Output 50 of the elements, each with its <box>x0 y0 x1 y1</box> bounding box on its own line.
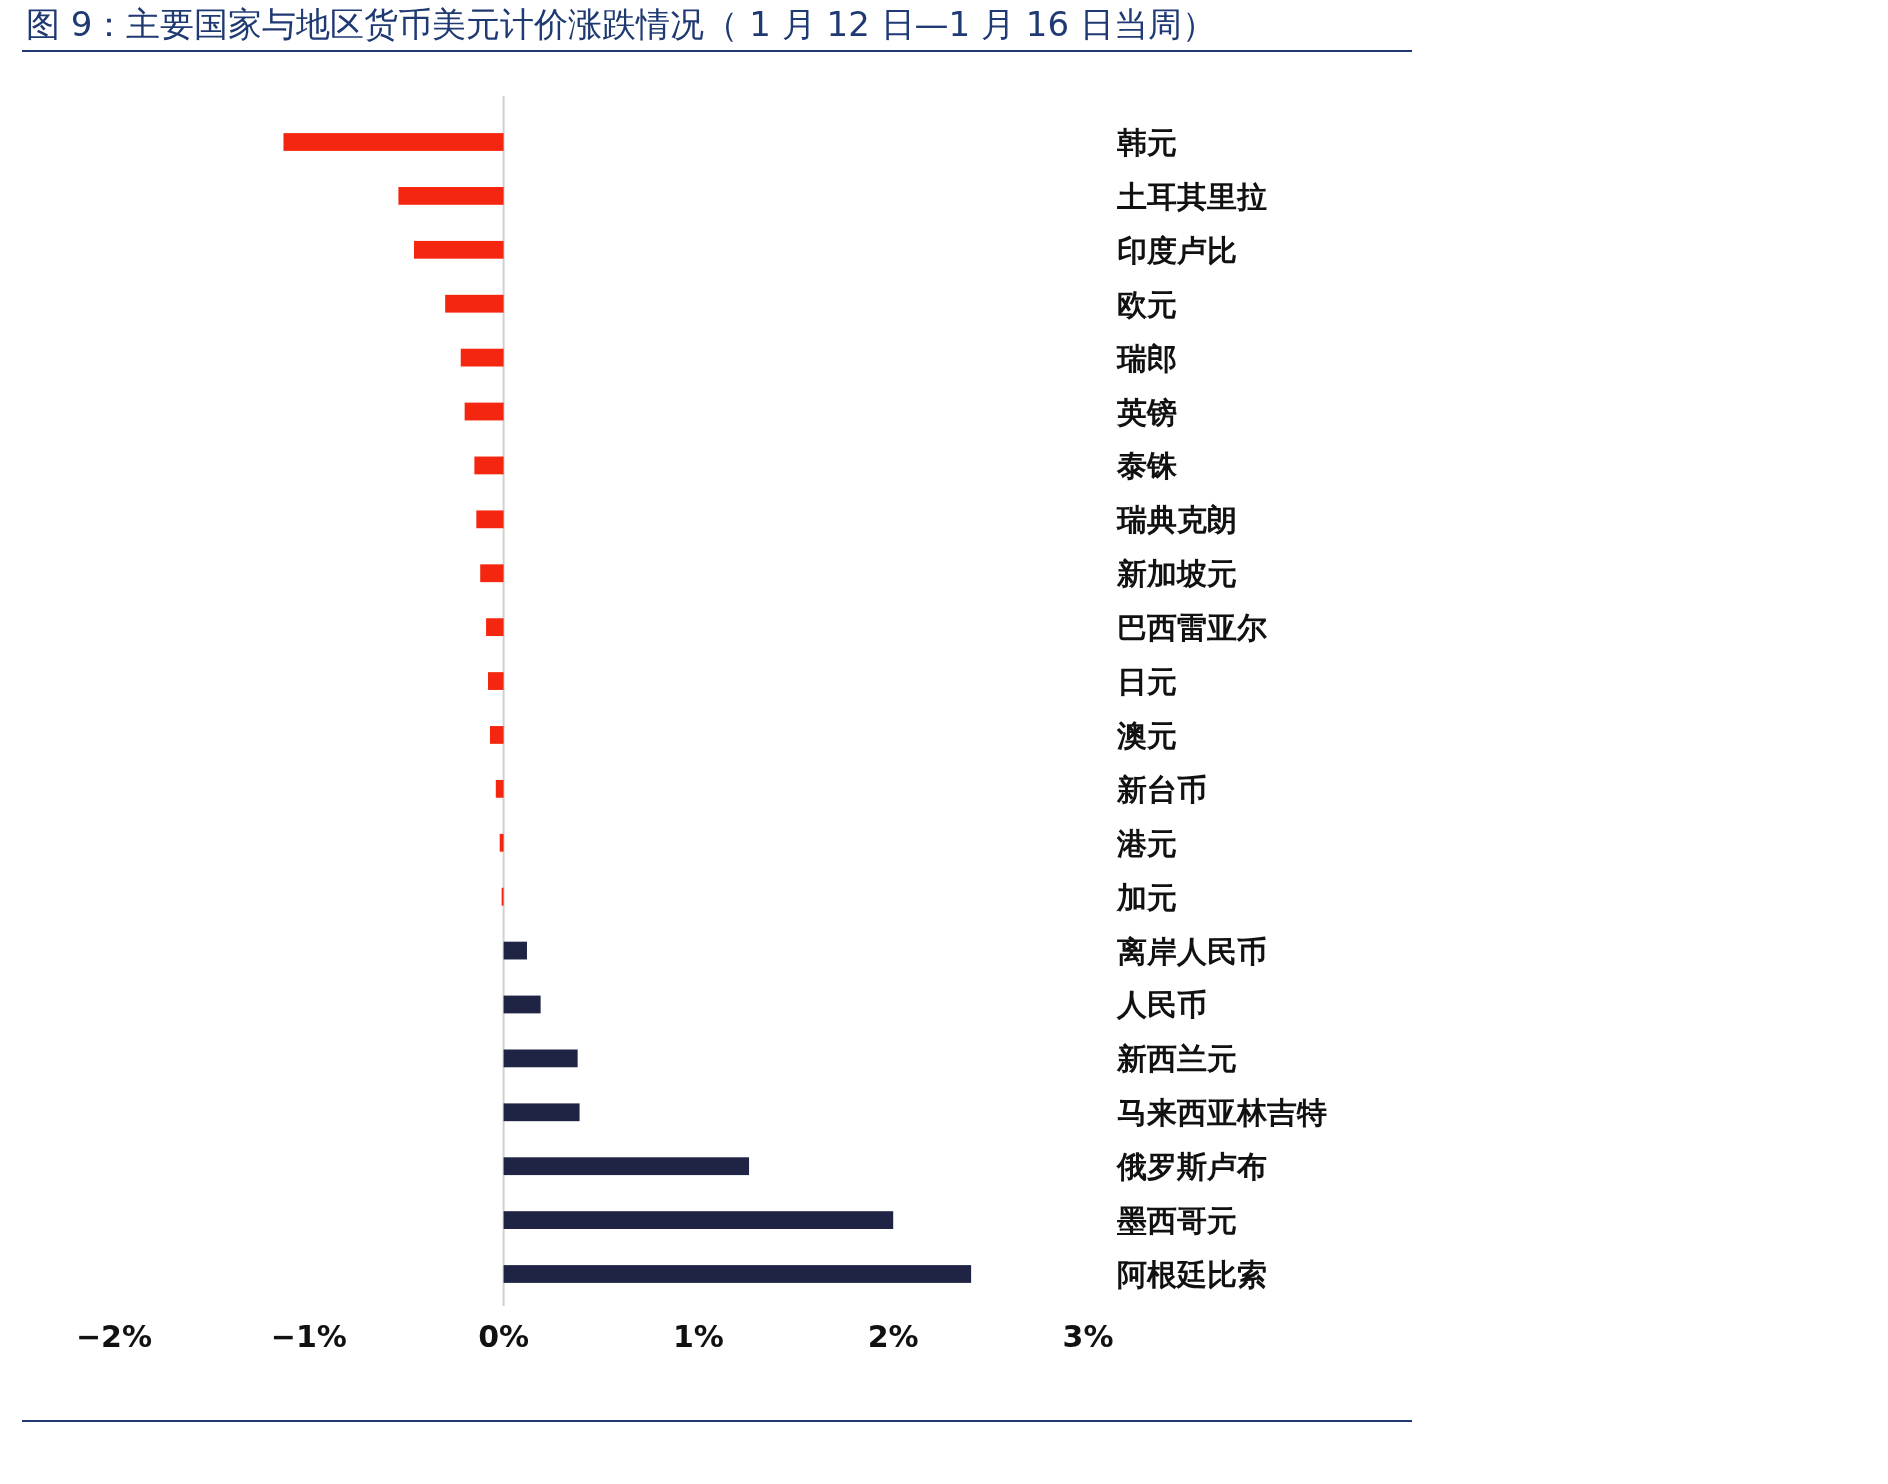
bar <box>474 456 504 475</box>
bar <box>503 1157 750 1176</box>
y-tick-label: 新西兰元 <box>1116 1041 1237 1077</box>
y-tick-label: 欧元 <box>1117 286 1177 322</box>
y-tick-label: 韩元 <box>1116 125 1177 160</box>
y-tick-label: 泰铢 <box>1116 448 1178 484</box>
y-tick-label: 澳元 <box>1116 717 1177 753</box>
y-tick-label: 瑞郎 <box>1116 340 1177 376</box>
x-tick-label: 0% <box>478 1319 530 1354</box>
bar <box>503 941 527 960</box>
bar <box>476 510 504 529</box>
y-tick-label: 加元 <box>1116 879 1177 915</box>
chart-title: 图 9：主要国家与地区货币美元计价涨跌情况（ 1 月 12 日—1 月 16 日当周） <box>26 4 1216 44</box>
y-tick-label: 离岸人民币 <box>1117 933 1267 969</box>
y-tick-label: 阿根廷比索 <box>1117 1257 1267 1292</box>
y-tick-label: 土耳其里拉 <box>1116 178 1267 214</box>
bar <box>486 618 504 637</box>
y-tick-label: 巴西雷亚尔 <box>1117 610 1267 646</box>
y-tick-label: 港元 <box>1116 825 1177 861</box>
x-tick-label: 3% <box>1062 1319 1114 1354</box>
y-tick-label: 日元 <box>1117 664 1177 700</box>
bar <box>503 1265 972 1283</box>
y-tick-label: 印度卢比 <box>1117 232 1237 268</box>
y-tick-label: 新台币 <box>1116 771 1207 807</box>
bar <box>398 187 504 205</box>
bar <box>503 1049 578 1068</box>
y-tick-label: 瑞典克朗 <box>1116 502 1237 538</box>
bar <box>489 726 504 744</box>
y-tick-label: 马来西亚林吉特 <box>1117 1095 1327 1131</box>
y-tick-label: 墨西哥元 <box>1116 1203 1237 1239</box>
y-tick-label: 俄罗斯卢布 <box>1116 1149 1267 1185</box>
y-tick-label: 人民币 <box>1116 987 1207 1023</box>
bar <box>488 672 504 690</box>
bar <box>283 133 504 151</box>
x-tick-label: 1% <box>672 1319 724 1354</box>
bar <box>460 348 504 367</box>
bar <box>495 779 504 798</box>
bar <box>503 1103 580 1122</box>
bar <box>445 294 504 313</box>
bar <box>464 402 504 421</box>
y-tick-label: 新加坡元 <box>1116 556 1237 592</box>
y-tick-label: 英镑 <box>1116 394 1177 430</box>
bar <box>480 564 504 583</box>
bar <box>503 995 541 1014</box>
bar <box>413 240 504 259</box>
x-tick-label: 2% <box>867 1319 919 1354</box>
bar <box>499 833 504 852</box>
x-tick-label: −1% <box>270 1319 347 1354</box>
x-tick-label: −2% <box>75 1319 153 1354</box>
bar <box>503 1211 894 1229</box>
